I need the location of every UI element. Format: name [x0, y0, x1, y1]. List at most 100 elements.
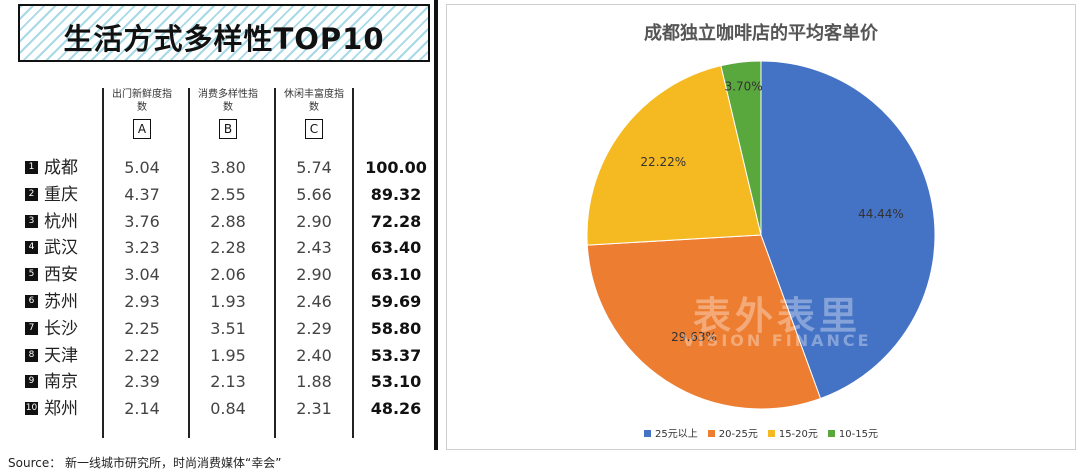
column-divider — [188, 88, 190, 438]
rank-badge: 5 — [25, 268, 38, 282]
index-value-b: 2.28 — [210, 238, 246, 258]
table-row: 5 西安 3.04 2.06 2.90 63.10 — [6, 263, 438, 287]
index-value-c: 2.29 — [296, 318, 332, 338]
legend-swatch — [767, 430, 775, 437]
index-value-c: 5.66 — [296, 184, 332, 204]
table-row: 1 成都 5.04 3.80 5.74 100.00 — [6, 156, 438, 180]
table-row: 6 苏州 2.93 1.93 2.46 59.69 — [6, 290, 438, 314]
index-value-b: 1.95 — [210, 345, 246, 365]
watermark-logo-subtext: VISION FINANCE — [682, 331, 872, 350]
pie-slice — [720, 60, 762, 236]
rank-badge: 6 — [25, 295, 38, 308]
pie-chart-panel: 成都独立咖啡店的平均客单价 44.44% 29.63% 22.22% 3.70% 表外… — [446, 4, 1076, 450]
legend-label: 15-20元 — [778, 429, 818, 440]
slice-data-label: 44.44% — [858, 207, 904, 221]
column-c-letter: C — [305, 119, 323, 139]
index-value-a: 2.25 — [124, 318, 160, 338]
column-c-name: 休闲丰富度指数 — [284, 89, 344, 113]
chart-title: 成都独立咖啡店的平均客单价 — [644, 23, 878, 44]
index-value-c: 2.90 — [296, 265, 332, 285]
index-value-b: 3.80 — [210, 158, 246, 177]
index-value-a: 3.23 — [124, 238, 160, 258]
rank-badge: 8 — [25, 348, 38, 362]
legend-swatch — [827, 430, 835, 437]
index-value-b: 3.51 — [210, 318, 246, 338]
total-score: 63.40 — [370, 238, 422, 258]
index-value-a: 2.14 — [124, 399, 160, 419]
table-row: 9 南京 2.39 2.13 1.88 53.10 — [6, 370, 438, 394]
table-row: 3 杭州 3.76 2.88 2.90 72.28 — [6, 210, 438, 234]
rank-badge: 10 — [25, 402, 38, 416]
column-b-letter: B — [219, 119, 237, 139]
index-value-b: 2.06 — [210, 265, 246, 285]
legend-swatch — [644, 430, 652, 437]
column-a-name: 出门新鲜度指数 — [112, 89, 172, 113]
table-title: 生活方式多样性TOP10 — [63, 22, 385, 56]
legend-swatch — [707, 430, 715, 437]
column-divider — [352, 88, 354, 438]
table-title-box: 生活方式多样性TOP10 — [18, 4, 430, 62]
city-name: 郑州 — [44, 399, 78, 420]
table-row: 8 天津 2.22 1.95 2.40 53.37 — [6, 344, 438, 368]
pie-chart: 44.44% 29.63% 22.22% 3.70% — [586, 60, 936, 410]
chart-legend: 25元以上 20-25元 15-20元 10-15元 — [447, 425, 1075, 440]
column-divider — [274, 88, 276, 438]
city-name: 天津 — [44, 345, 78, 366]
total-score: 63.10 — [370, 265, 422, 285]
city-name: 武汉 — [44, 238, 78, 259]
slice-data-label: 22.22% — [640, 155, 686, 169]
column-header-c: 休闲丰富度指数 C — [282, 88, 346, 139]
total-score: 53.10 — [370, 372, 422, 392]
legend-label: 10-15元 — [838, 429, 878, 440]
index-value-c: 2.43 — [296, 238, 332, 258]
legend-item: 25元以上 — [644, 425, 698, 440]
legend-label: 25元以上 — [655, 429, 698, 440]
lifestyle-table-panel: 生活方式多样性TOP10 出门新鲜度指数 A 消费多样性指数 B 休闲丰富度指数… — [6, 0, 438, 450]
table-row: 4 武汉 3.23 2.28 2.43 63.40 — [6, 236, 438, 260]
rank-badge: 7 — [25, 321, 38, 335]
city-name: 杭州 — [44, 211, 78, 232]
column-a-letter: A — [133, 119, 151, 139]
city-name: 重庆 — [44, 184, 78, 205]
table-row: 2 重庆 4.37 2.55 5.66 89.32 — [6, 183, 438, 207]
watermark-logo-text: 表外表里 — [692, 294, 861, 338]
total-score: 100.00 — [365, 158, 427, 177]
total-score: 53.37 — [370, 345, 422, 365]
pie-slice — [586, 234, 822, 410]
table-row: 10 郑州 2.14 0.84 2.31 48.26 — [6, 397, 438, 421]
source-note: Source： 新一线城市研究所，时尚消费媒体“幸会” — [8, 456, 282, 470]
legend-label: 20-25元 — [718, 429, 758, 440]
index-value-c: 2.31 — [296, 399, 332, 419]
total-score: 89.32 — [370, 184, 422, 204]
index-value-a: 2.93 — [124, 292, 160, 311]
rank-badge: 1 — [25, 161, 38, 174]
table-row: 7 长沙 2.25 3.51 2.29 58.80 — [6, 317, 438, 341]
index-value-b: 2.55 — [210, 184, 246, 204]
column-header-b: 消费多样性指数 B — [196, 88, 260, 139]
city-name: 南京 — [44, 372, 78, 393]
index-value-b: 2.13 — [210, 372, 246, 392]
index-value-b: 2.88 — [210, 211, 246, 231]
total-score: 58.80 — [370, 318, 422, 338]
index-value-b: 1.93 — [210, 292, 246, 311]
index-value-a: 3.76 — [124, 211, 160, 231]
pie-slice — [586, 65, 762, 246]
index-value-b: 0.84 — [210, 399, 246, 419]
index-value-c: 2.90 — [296, 211, 332, 231]
index-value-a: 2.39 — [124, 372, 160, 392]
index-value-c: 5.74 — [296, 158, 332, 177]
column-divider — [102, 88, 104, 438]
city-name: 苏州 — [44, 292, 78, 312]
index-value-c: 1.88 — [296, 372, 332, 392]
legend-item: 20-25元 — [707, 425, 758, 440]
index-value-a: 2.22 — [124, 345, 160, 365]
rank-badge: 3 — [25, 214, 38, 228]
index-value-a: 4.37 — [124, 184, 160, 204]
index-value-c: 2.40 — [296, 345, 332, 365]
column-b-name: 消费多样性指数 — [198, 89, 258, 113]
legend-item: 10-15元 — [827, 425, 878, 440]
city-name: 西安 — [44, 265, 78, 286]
rank-badge: 9 — [25, 375, 38, 389]
city-name: 长沙 — [44, 318, 78, 339]
rank-badge: 2 — [25, 187, 38, 201]
